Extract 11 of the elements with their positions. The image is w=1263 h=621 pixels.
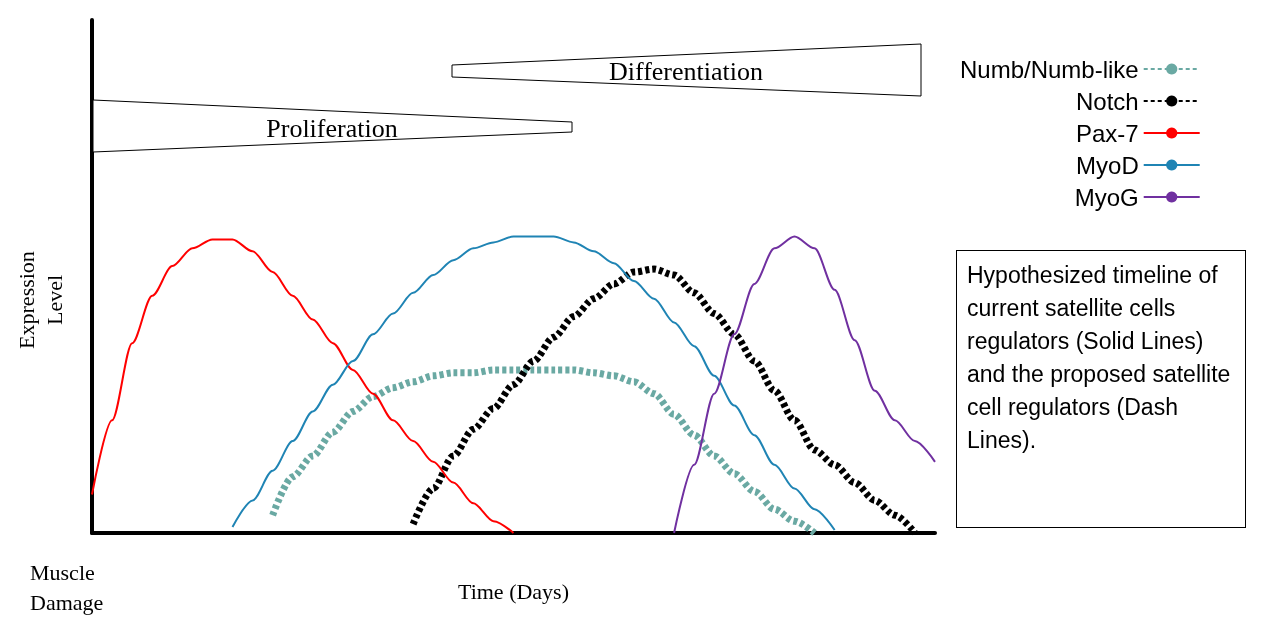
legend-label: Pax-7 [1076, 119, 1139, 147]
text: Proliferation [266, 114, 398, 143]
text: Muscle Damage [30, 559, 105, 617]
legend-label: MyoG [1074, 183, 1139, 211]
text: Differentiation [608, 57, 764, 86]
x-axis-title: Time (Days) [457, 579, 570, 604]
legend-label: Numb/Numb-like [959, 55, 1139, 83]
text: Hypothesized timeline of current satellite cells regulators (Solid Lines) and the proposed satellite cell regulators (Dash Lines). [956, 250, 1246, 528]
legend-label: MyoD [1076, 151, 1139, 179]
legend-label: Notch [1076, 87, 1139, 115]
y-axis-title: Expression Level [13, 250, 68, 351]
